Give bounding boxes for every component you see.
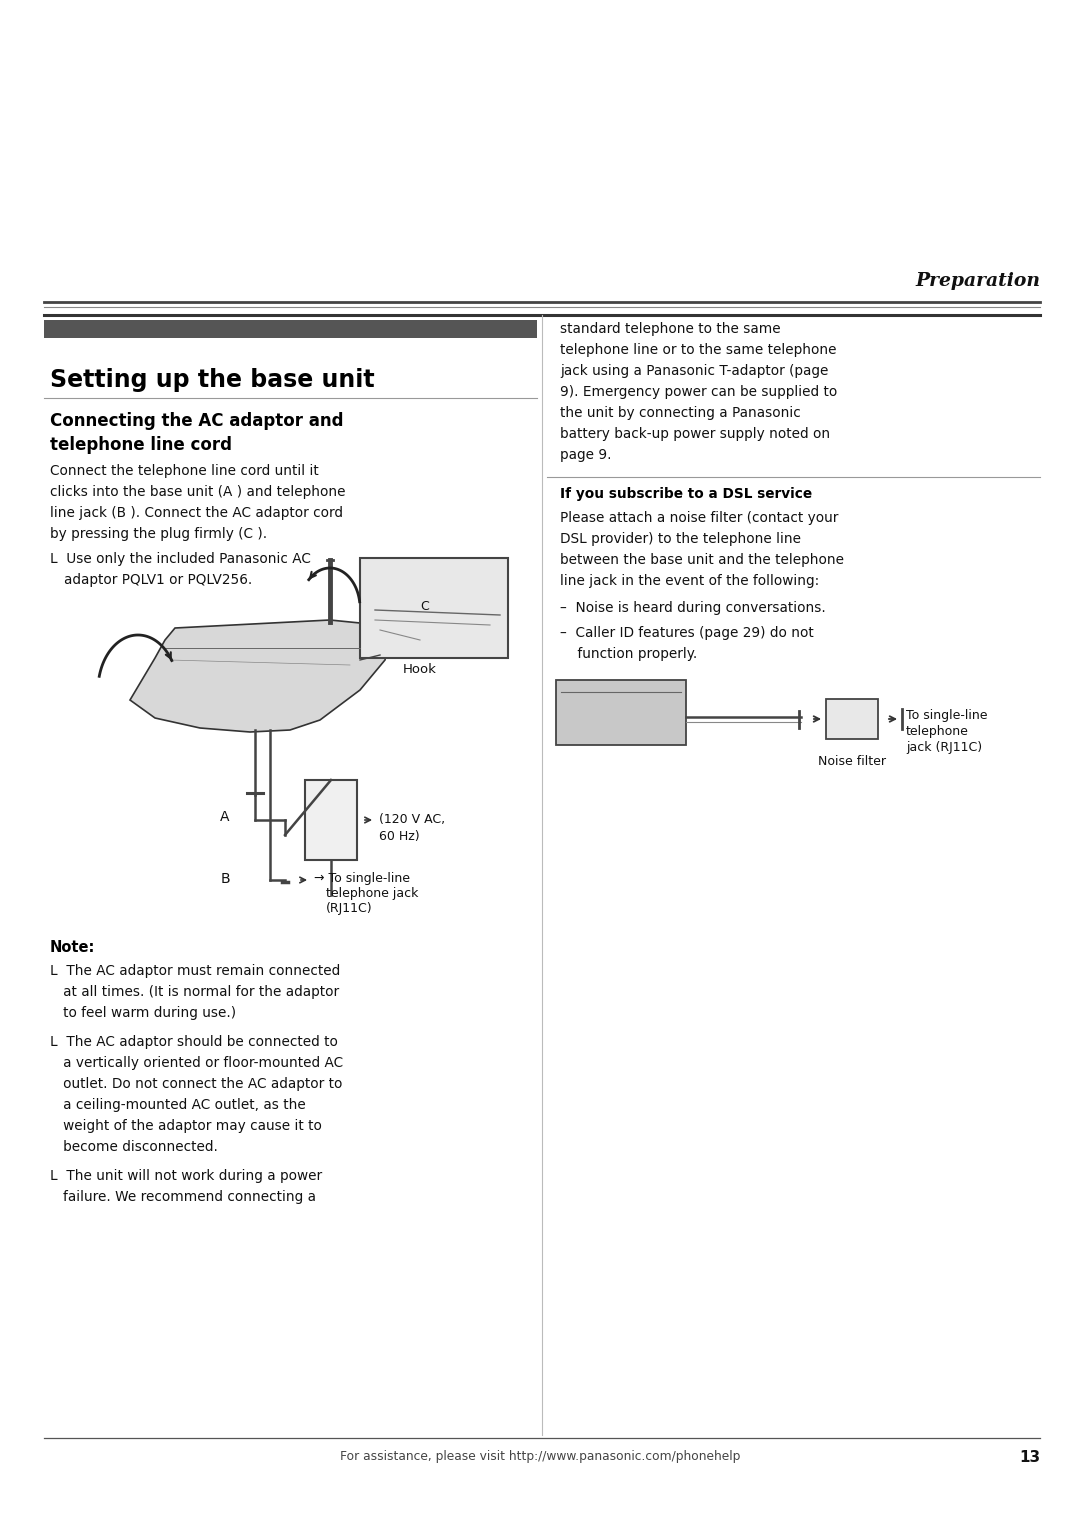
Text: Setting up the base unit: Setting up the base unit xyxy=(50,368,375,393)
Text: Preparation: Preparation xyxy=(915,272,1040,290)
Text: L  The AC adaptor must remain connected: L The AC adaptor must remain connected xyxy=(50,964,340,978)
Text: 13: 13 xyxy=(1018,1450,1040,1465)
Polygon shape xyxy=(130,620,390,732)
Text: → To single-line: → To single-line xyxy=(314,872,410,885)
Text: to feel warm during use.): to feel warm during use.) xyxy=(50,1005,237,1021)
Bar xyxy=(556,680,686,746)
Text: telephone line cord: telephone line cord xyxy=(50,435,232,454)
Text: A: A xyxy=(220,810,230,824)
Text: DSL provider) to the telephone line: DSL provider) to the telephone line xyxy=(561,532,801,545)
Text: C: C xyxy=(420,601,430,613)
Text: telephone line or to the same telephone: telephone line or to the same telephone xyxy=(561,342,837,358)
Text: (120 V AC,: (120 V AC, xyxy=(379,813,445,827)
Bar xyxy=(305,779,357,860)
Text: function properly.: function properly. xyxy=(561,646,698,662)
Text: a ceiling-mounted AC outlet, as the: a ceiling-mounted AC outlet, as the xyxy=(50,1099,306,1112)
Text: Please attach a noise filter (contact your: Please attach a noise filter (contact yo… xyxy=(561,510,838,526)
Text: telephone jack: telephone jack xyxy=(326,886,418,900)
Text: Connecting the AC adaptor and: Connecting the AC adaptor and xyxy=(50,413,343,429)
Text: 9). Emergency power can be supplied to: 9). Emergency power can be supplied to xyxy=(561,385,837,399)
Text: outlet. Do not connect the AC adaptor to: outlet. Do not connect the AC adaptor to xyxy=(50,1077,342,1091)
Text: jack (RJ11C): jack (RJ11C) xyxy=(906,741,982,753)
Text: line jack (B ). Connect the AC adaptor cord: line jack (B ). Connect the AC adaptor c… xyxy=(50,506,343,520)
Text: 60 Hz): 60 Hz) xyxy=(379,830,420,843)
Text: telephone: telephone xyxy=(906,724,969,738)
Text: weight of the adaptor may cause it to: weight of the adaptor may cause it to xyxy=(50,1118,322,1132)
Text: battery back-up power supply noted on: battery back-up power supply noted on xyxy=(561,426,831,442)
Text: the unit by connecting a Panasonic: the unit by connecting a Panasonic xyxy=(561,406,800,420)
Text: –  Caller ID features (page 29) do not: – Caller ID features (page 29) do not xyxy=(561,626,813,640)
Text: a vertically oriented or floor-mounted AC: a vertically oriented or floor-mounted A… xyxy=(50,1056,343,1070)
Text: at all times. (It is normal for the adaptor: at all times. (It is normal for the adap… xyxy=(50,986,339,999)
Text: Noise filter: Noise filter xyxy=(818,755,886,769)
Text: become disconnected.: become disconnected. xyxy=(50,1140,218,1154)
Text: line jack in the event of the following:: line jack in the event of the following: xyxy=(561,575,820,588)
Text: For assistance, please visit http://www.panasonic.com/phonehelp: For assistance, please visit http://www.… xyxy=(340,1450,740,1462)
Text: –  Noise is heard during conversations.: – Noise is heard during conversations. xyxy=(561,601,826,614)
Text: adaptor PQLV1 or PQLV256.: adaptor PQLV1 or PQLV256. xyxy=(64,573,253,587)
Text: page 9.: page 9. xyxy=(561,448,611,461)
Text: Note:: Note: xyxy=(50,940,95,955)
Text: Hook: Hook xyxy=(403,663,437,675)
Bar xyxy=(826,698,878,740)
Text: by pressing the plug firmly (C ).: by pressing the plug firmly (C ). xyxy=(50,527,267,541)
Text: Connect the telephone line cord until it: Connect the telephone line cord until it xyxy=(50,465,319,478)
Text: jack using a Panasonic T-adaptor (page: jack using a Panasonic T-adaptor (page xyxy=(561,364,828,377)
Bar xyxy=(44,319,537,338)
Text: clicks into the base unit (A ) and telephone: clicks into the base unit (A ) and telep… xyxy=(50,484,346,500)
Text: To single-line: To single-line xyxy=(906,709,987,723)
Text: If you subscribe to a DSL service: If you subscribe to a DSL service xyxy=(561,487,812,501)
Text: L  Use only the included Panasonic AC: L Use only the included Panasonic AC xyxy=(50,552,311,565)
Text: between the base unit and the telephone: between the base unit and the telephone xyxy=(561,553,843,567)
Text: B: B xyxy=(220,872,230,886)
Bar xyxy=(360,558,508,659)
Text: L  The unit will not work during a power: L The unit will not work during a power xyxy=(50,1169,322,1183)
Text: (RJ11C): (RJ11C) xyxy=(326,902,373,915)
Text: failure. We recommend connecting a: failure. We recommend connecting a xyxy=(50,1190,316,1204)
Text: L  The AC adaptor should be connected to: L The AC adaptor should be connected to xyxy=(50,1034,338,1050)
Text: standard telephone to the same: standard telephone to the same xyxy=(561,322,781,336)
